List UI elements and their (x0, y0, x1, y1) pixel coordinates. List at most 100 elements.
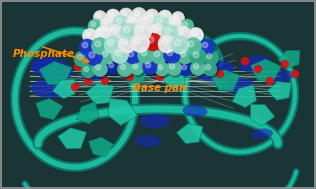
Circle shape (107, 11, 121, 25)
Circle shape (133, 9, 148, 24)
Circle shape (100, 16, 116, 32)
Text: Base pair: Base pair (133, 83, 187, 93)
Circle shape (126, 50, 143, 66)
Circle shape (167, 16, 181, 32)
Circle shape (183, 22, 188, 27)
Circle shape (156, 18, 162, 24)
Circle shape (156, 64, 171, 77)
Circle shape (82, 29, 98, 43)
Polygon shape (76, 102, 99, 124)
Circle shape (155, 16, 171, 33)
Circle shape (178, 29, 184, 35)
Circle shape (107, 61, 121, 75)
Polygon shape (86, 83, 114, 104)
Circle shape (179, 50, 195, 66)
Circle shape (167, 50, 173, 56)
Circle shape (95, 64, 101, 70)
Circle shape (139, 48, 156, 65)
Polygon shape (89, 137, 114, 157)
Circle shape (102, 18, 117, 33)
Circle shape (82, 42, 88, 48)
Circle shape (206, 56, 214, 63)
Circle shape (95, 26, 111, 42)
Circle shape (172, 67, 179, 74)
Circle shape (150, 25, 167, 42)
Circle shape (84, 77, 92, 84)
Circle shape (122, 11, 127, 16)
Circle shape (89, 20, 104, 35)
Polygon shape (36, 99, 63, 120)
Polygon shape (177, 124, 203, 144)
Circle shape (99, 48, 115, 64)
Circle shape (177, 48, 193, 64)
Circle shape (106, 9, 120, 23)
Circle shape (158, 35, 176, 53)
Circle shape (168, 18, 183, 33)
Circle shape (137, 46, 155, 64)
Circle shape (126, 74, 133, 81)
Circle shape (206, 53, 212, 59)
Circle shape (142, 15, 157, 32)
Circle shape (152, 27, 158, 33)
Circle shape (89, 52, 95, 58)
Circle shape (189, 28, 204, 43)
Circle shape (131, 8, 147, 22)
Circle shape (95, 12, 108, 25)
Circle shape (191, 60, 198, 67)
Circle shape (191, 60, 205, 75)
Circle shape (75, 64, 82, 70)
Circle shape (71, 84, 78, 91)
Circle shape (119, 36, 137, 54)
Circle shape (116, 18, 122, 24)
Circle shape (216, 70, 223, 77)
Circle shape (104, 19, 109, 25)
Circle shape (161, 13, 166, 18)
Circle shape (167, 60, 181, 75)
Circle shape (188, 41, 194, 47)
Circle shape (185, 37, 202, 54)
Circle shape (106, 37, 124, 56)
Circle shape (74, 51, 90, 67)
Circle shape (118, 61, 132, 77)
Circle shape (137, 26, 144, 32)
Ellipse shape (225, 78, 255, 94)
Circle shape (122, 39, 128, 45)
Circle shape (100, 50, 117, 66)
Circle shape (186, 39, 203, 56)
Circle shape (102, 51, 108, 57)
Circle shape (203, 62, 217, 76)
Circle shape (107, 25, 125, 42)
Circle shape (98, 29, 104, 35)
Circle shape (199, 39, 215, 55)
Circle shape (148, 12, 153, 17)
Ellipse shape (196, 61, 234, 81)
Circle shape (145, 35, 163, 53)
Circle shape (118, 35, 136, 53)
Circle shape (291, 70, 299, 77)
Circle shape (149, 23, 166, 40)
Circle shape (156, 74, 163, 81)
Circle shape (93, 61, 107, 77)
Circle shape (84, 67, 89, 72)
Polygon shape (251, 59, 282, 82)
Circle shape (153, 15, 169, 31)
Circle shape (144, 61, 159, 76)
Circle shape (161, 39, 168, 45)
Circle shape (155, 62, 169, 76)
Polygon shape (162, 70, 186, 88)
Circle shape (143, 17, 149, 23)
Circle shape (204, 64, 218, 77)
Circle shape (86, 32, 91, 37)
Circle shape (254, 66, 262, 73)
Circle shape (129, 17, 135, 23)
Circle shape (114, 16, 131, 33)
Circle shape (204, 50, 218, 66)
Circle shape (147, 11, 161, 25)
Circle shape (127, 15, 143, 32)
Ellipse shape (140, 114, 170, 128)
Circle shape (143, 60, 157, 74)
Circle shape (282, 60, 289, 67)
Circle shape (180, 51, 186, 57)
Circle shape (180, 19, 194, 33)
Polygon shape (211, 70, 240, 91)
